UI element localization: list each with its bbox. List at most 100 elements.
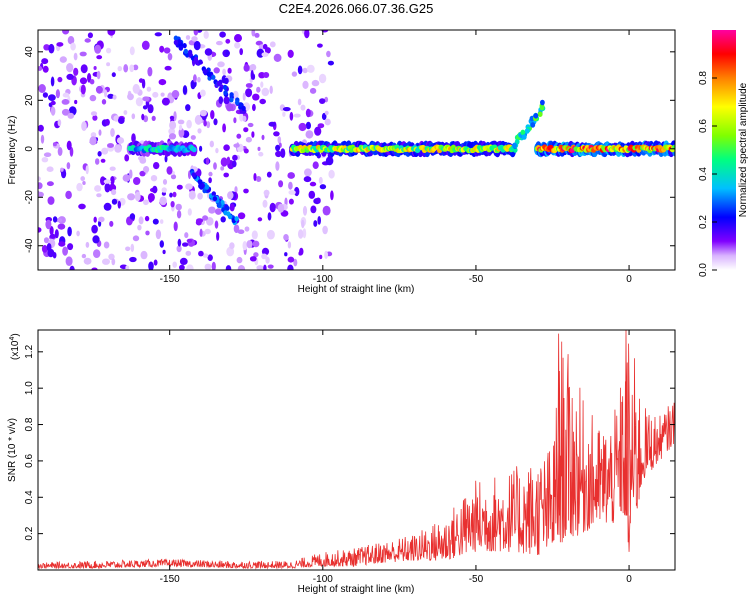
spectrogram-cell [232,154,238,161]
spectrogram-cell [215,208,222,215]
spectrogram-cell [236,133,242,139]
spectrogram-cell [287,241,292,249]
spectrogram-cell [110,128,115,137]
spectrogram-cell [289,111,294,121]
spectrogram-cell [101,147,109,155]
spectrogram-cell [222,123,227,133]
spectrogram-cell [125,265,130,270]
x-tick-label: -100 [313,274,333,285]
spectrogram-cell [89,94,97,102]
x-tick-label: -150 [160,574,180,585]
spectrogram-cell [287,49,294,59]
spectrogram-cell [87,73,92,83]
spectrogram-cell [223,90,228,96]
spectrogram-cell [46,181,54,187]
spectrogram-frame [37,29,676,271]
spectrogram-cell [251,131,255,138]
spectrogram-cell [96,193,102,198]
spectrogram-cell [268,121,277,127]
spectrogram-cell [129,64,135,73]
spectrogram-cell [261,253,268,260]
spectrogram-cell [212,196,218,202]
spectrogram-cell [116,137,125,144]
spectrogram-cell [245,136,252,143]
spectrogram-cell [166,166,173,175]
spectrogram-cell [300,104,306,111]
spectrogram-cell [162,249,166,255]
spectrogram-cell [56,42,64,47]
spectrogram-cell [305,121,311,130]
spectrogram-cell [96,55,103,60]
spectrogram-cell [317,123,325,129]
spectrogram-cell [213,67,220,74]
spectrogram-cell [178,128,185,138]
spectrogram-cell [169,115,175,120]
spectrogram-cell [215,147,219,154]
snr-y-multiplier: (x104) [9,333,21,360]
spectrogram-cell [67,36,75,45]
spectrogram-cell [328,169,335,179]
spectrogram-cell [49,226,54,236]
spectrogram-cell [104,182,111,193]
spectrogram-cell [282,111,286,117]
spectrogram-cell [185,250,192,256]
spectrogram-cell [94,44,102,54]
spectrogram-cell [185,183,193,190]
spectrogram-cell [277,203,285,213]
spectrogram-cell [108,30,116,35]
spectrogram-cell [275,161,280,171]
spectrogram-cell [325,156,334,166]
spectrogram-cell [293,113,301,118]
spectrogram-cell [50,76,55,87]
snr-x-label: Height of straight line (km) [298,584,415,595]
spectrogram-cell [237,229,245,234]
spectrogram-cell [239,48,243,56]
spectrogram-cell [197,128,202,134]
spectrogram-cell [214,220,219,229]
spectrogram-x-label: Height of straight line (km) [298,284,415,295]
spectrogram-cell [177,238,182,247]
spectrogram-cell [273,53,282,63]
spectrogram-cell [242,115,247,122]
spectrogram-cell [93,66,97,70]
spectrogram-cell [314,126,322,136]
spectrogram-cell [234,186,238,194]
snr-x-ticks: -150 -100 -50 0 [160,330,632,585]
spectrogram-cell [204,184,210,190]
spectrogram-cell [148,261,154,270]
spectrogram-cell [81,253,87,259]
spectrogram-cell [265,256,270,264]
y-tick-label: 0.2 [24,526,35,540]
spectrogram-cell [133,177,141,185]
spectrogram-cell [89,79,95,85]
spectrogram-cell [137,224,142,231]
colorbar-gradient [712,30,736,270]
spectrogram-cell [169,120,177,130]
spectrogram-cell [267,264,274,269]
spectrogram-cell [61,108,70,116]
spectrogram-cell [167,53,173,61]
spectrogram-cell [283,234,289,241]
colorbar-tick-label: 0.2 [698,215,709,229]
spectrogram-cell [58,241,66,247]
spectrogram-cell [80,64,88,74]
spectrogram-cell [57,147,63,156]
spectrogram-cell [326,50,331,58]
spectrogram-cell [256,86,261,93]
spectrogram-cell [150,175,158,182]
spectrogram-cell [182,242,189,247]
figure-title: C2E4.2026.066.07.36.G25 [279,1,434,16]
spectrogram-cell [193,56,199,63]
spectrogram-cell [173,39,179,46]
spectrogram-cell [198,250,204,257]
spectrogram-cell [152,218,159,225]
snr-y-ticks: 0.2 0.4 0.6 0.8 1.0 1.2 [24,344,675,541]
spectrogram-cell [103,202,112,211]
spectrogram-cell [227,214,233,220]
spectrogram-cell [179,124,183,131]
spectrogram-cell [62,246,68,256]
spectrogram-cell [529,115,535,122]
spectrogram-cell [251,30,256,37]
spectrogram-cell [106,47,112,54]
spectrogram-cell [305,108,311,118]
